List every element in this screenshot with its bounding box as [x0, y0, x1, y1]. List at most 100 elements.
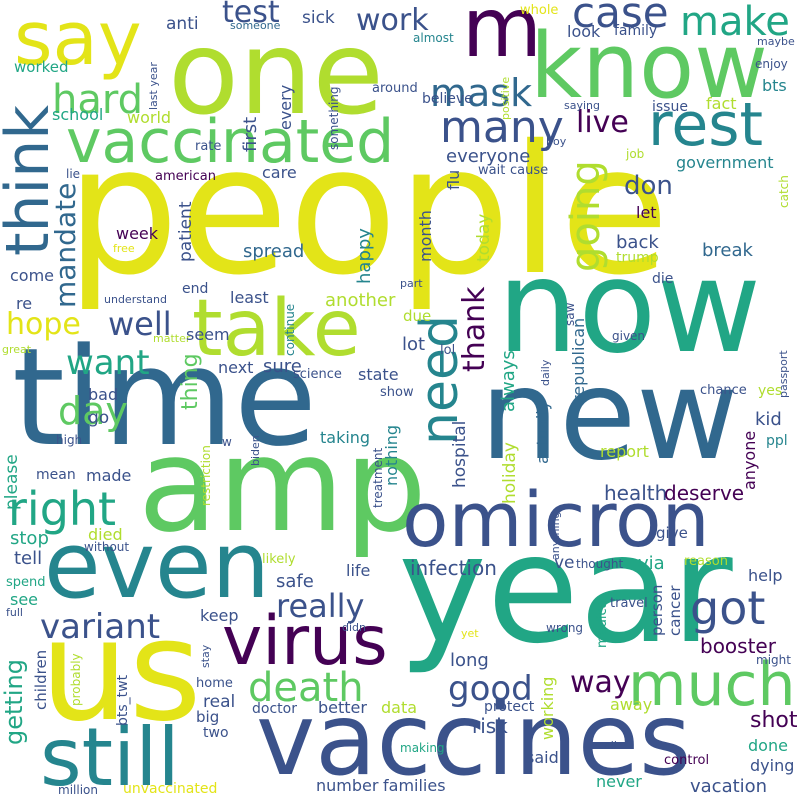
- word-risk: risk: [472, 714, 508, 738]
- word-matter: matter: [153, 332, 191, 345]
- word-break: break: [702, 240, 753, 261]
- word-maybe: maybe: [757, 35, 795, 48]
- word-two: two: [203, 725, 229, 741]
- word-next: next: [218, 358, 254, 377]
- word-shot: shot: [750, 708, 798, 733]
- word-long: long: [450, 650, 489, 671]
- word-thought: thought: [576, 557, 624, 571]
- word-taking: taking: [320, 428, 371, 447]
- word-booster: booster: [700, 634, 776, 658]
- word-wrong: wrong: [546, 621, 584, 635]
- word-life: life: [346, 561, 371, 580]
- word-go: go: [88, 408, 110, 428]
- word-ppl: ppl: [766, 433, 788, 449]
- word-always: always: [498, 350, 519, 412]
- word-science: science: [293, 367, 342, 382]
- word-least: least: [230, 288, 269, 307]
- word-test: test: [222, 0, 280, 30]
- word-said: said: [526, 748, 559, 767]
- word-much: much: [628, 650, 796, 720]
- word-last-year: last year: [147, 62, 160, 110]
- word-american: american: [155, 169, 216, 184]
- word-sick: sick: [302, 8, 335, 28]
- word-data: data: [381, 698, 418, 717]
- word-look: look: [567, 22, 601, 41]
- word-vaccines: vaccines: [256, 681, 692, 798]
- word-million: million: [58, 783, 98, 797]
- word-around: around: [372, 81, 418, 96]
- word-children-v: children: [32, 649, 50, 710]
- word-virus: virus: [222, 602, 388, 681]
- word-reason: reason: [684, 554, 728, 569]
- word-every: every: [276, 84, 295, 130]
- word-restriction: restriction: [199, 445, 213, 506]
- word-well: well: [108, 305, 172, 343]
- word-fact: fact: [706, 94, 737, 113]
- word-doctor: doctor: [252, 701, 297, 717]
- word-working: working: [538, 676, 557, 740]
- word-say: say: [14, 0, 142, 82]
- word-variant: variant: [40, 607, 161, 647]
- word-away: away: [610, 695, 653, 714]
- word-rate: rate: [195, 139, 222, 154]
- word-better: better: [318, 698, 367, 717]
- word-never: never: [596, 772, 642, 791]
- word-bts: bts: [762, 76, 787, 95]
- word-high: high: [56, 433, 83, 447]
- word-let: let: [636, 203, 657, 222]
- word-saying: saying: [564, 99, 600, 112]
- word-free: free: [113, 242, 135, 255]
- word-sure: sure: [263, 356, 302, 377]
- word-m: m: [462, 0, 542, 76]
- word-republican: republican: [569, 317, 588, 402]
- word-really: really: [276, 587, 365, 625]
- word-biden: biden: [249, 435, 262, 466]
- word-case: case: [572, 0, 669, 37]
- word-omicron: omicron: [402, 475, 710, 564]
- word-stop: stop: [10, 528, 49, 549]
- word-treatment: treatment: [371, 447, 385, 508]
- word-month: month: [416, 210, 435, 262]
- word-die: die: [652, 271, 674, 287]
- word-actually: actually: [533, 400, 552, 464]
- word-home: home: [196, 676, 233, 691]
- word-tell: tell: [14, 548, 43, 569]
- word-job: job: [626, 147, 645, 161]
- word-family: family: [614, 23, 658, 39]
- word-control: control: [664, 753, 710, 768]
- word-got: got: [690, 581, 766, 635]
- word-death: death: [248, 665, 364, 711]
- word-catch: catch: [777, 175, 791, 208]
- word-even: even: [44, 512, 270, 619]
- word-please: please: [2, 454, 22, 510]
- word-new: new: [480, 343, 739, 488]
- word-back: back: [616, 232, 659, 253]
- word-dying: dying: [750, 756, 795, 775]
- word-big: big: [196, 708, 220, 726]
- word-yes: yes: [758, 383, 783, 399]
- word-know: know: [530, 14, 768, 119]
- word-unvaccinated: unvaccinated: [123, 781, 218, 797]
- word-mean: mean: [36, 467, 76, 483]
- word-keep: keep: [200, 606, 239, 625]
- word-call: call: [598, 739, 617, 752]
- word-spread: spread: [243, 241, 305, 262]
- word-almost: almost: [413, 31, 454, 45]
- word-live: live: [576, 105, 629, 140]
- word-us: us: [40, 590, 202, 753]
- word-something: something: [327, 86, 341, 150]
- word-rest: rest: [648, 90, 764, 160]
- word-spend: spend: [6, 575, 46, 590]
- word-people: people: [66, 107, 670, 314]
- word-worked: worked: [14, 58, 69, 76]
- word-understand: understand: [104, 293, 167, 306]
- word-work: work: [356, 3, 429, 38]
- word-vaccinated: vaccinated: [66, 107, 395, 177]
- word-making: making: [400, 741, 445, 755]
- word-passport: passport: [777, 350, 790, 398]
- word-died: died: [88, 525, 123, 544]
- word-part: part: [400, 277, 423, 290]
- word-day: day: [58, 389, 128, 433]
- word-government: government: [676, 153, 774, 172]
- word-lot: lot: [402, 334, 426, 355]
